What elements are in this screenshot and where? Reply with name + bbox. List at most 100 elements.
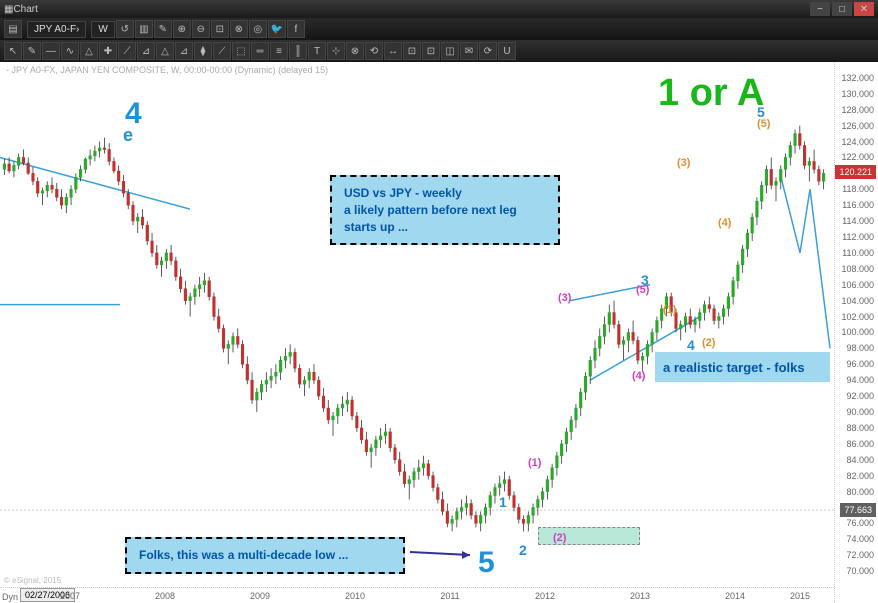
wedge2-tool[interactable]: ⊿: [175, 42, 193, 60]
wave-orange-1: (1): [663, 304, 676, 316]
wave-minor-4: 4: [687, 337, 695, 353]
delete-tool[interactable]: ⊗: [346, 42, 364, 60]
ytick: 116.000: [842, 200, 874, 210]
mail-tool[interactable]: ✉: [460, 42, 478, 60]
wedge-tool[interactable]: ⊿: [137, 42, 155, 60]
vline-tool[interactable]: ║: [289, 42, 307, 60]
ytick: 92.000: [846, 391, 874, 401]
ytick: 94.000: [846, 375, 874, 385]
price-axis[interactable]: 70.00072.00074.00076.00078.00080.00082.0…: [834, 62, 878, 603]
copyright-label: © eSignal, 2015: [4, 576, 61, 585]
wave-pink-3: (3): [558, 292, 571, 304]
ytick: 70.000: [846, 566, 874, 576]
diamond-tool[interactable]: ⧫: [194, 42, 212, 60]
marker-tool[interactable]: ⊹: [327, 42, 345, 60]
big-wave-title: 1 or A: [658, 72, 764, 115]
crosshair-icon[interactable]: ⊗: [230, 20, 248, 38]
ytick: 112.000: [842, 232, 874, 242]
window-titlebar: ▦ Chart − □ ✕: [0, 0, 878, 18]
ytick: 110.000: [842, 248, 874, 258]
wave-tool[interactable]: ∿: [61, 42, 79, 60]
grid-icon[interactable]: ▥: [135, 20, 153, 38]
cursor-tool[interactable]: ↖: [4, 42, 22, 60]
pen-tool[interactable]: ✎: [23, 42, 41, 60]
fit-icon[interactable]: ⊡: [211, 20, 229, 38]
current-price-tag: 120.221: [835, 165, 876, 179]
symbol-input[interactable]: JPY A0-F›: [27, 21, 86, 38]
ytick: 100.000: [841, 327, 874, 337]
refresh-tool[interactable]: ⟳: [479, 42, 497, 60]
channel-tool[interactable]: ⟋: [213, 42, 231, 60]
xtick-year: 2015: [790, 591, 810, 601]
ytick: 96.000: [846, 359, 874, 369]
xtick-year: 2013: [630, 591, 650, 601]
zoomin-icon[interactable]: ⊕: [173, 20, 191, 38]
ytick: 104.000: [841, 296, 874, 306]
wave-e-label: e: [123, 125, 133, 146]
ytick: 76.000: [846, 518, 874, 528]
wave-orange-5: (5): [757, 118, 770, 130]
target-text: a realistic target - folks: [663, 360, 805, 375]
layout-icon[interactable]: ▤: [4, 20, 22, 38]
ytick: 72.000: [846, 550, 874, 560]
box-tool[interactable]: ⊡: [403, 42, 421, 60]
panel-tool[interactable]: ◫: [441, 42, 459, 60]
twitter-icon[interactable]: 🐦: [268, 20, 286, 38]
commentary-box-2: Folks, this was a multi-decade low ...: [125, 537, 405, 574]
ytick: 90.000: [846, 407, 874, 417]
chart-area[interactable]: - JPY A0-FX, JAPAN YEN COMPOSITE, W, 00:…: [0, 62, 878, 603]
move-tool[interactable]: ↔: [384, 42, 402, 60]
wave-minor-1: 1: [499, 494, 507, 510]
zoomout-icon[interactable]: ⊖: [192, 20, 210, 38]
ytick: 82.000: [846, 471, 874, 481]
xtick-year: 2014: [725, 591, 745, 601]
wave-orange-4: (4): [718, 217, 731, 229]
ytick: 124.000: [841, 137, 874, 147]
ytick: 88.000: [846, 423, 874, 433]
wave-orange-3: (3): [677, 157, 690, 169]
facebook-icon[interactable]: f: [287, 20, 305, 38]
triangle-tool[interactable]: △: [80, 42, 98, 60]
time-axis[interactable]: Dyn 02/27/2006 2007200820092010201120122…: [0, 587, 834, 603]
wave-orange-2: (2): [702, 337, 715, 349]
triangle2-tool[interactable]: △: [156, 42, 174, 60]
hline-tool[interactable]: ═: [251, 42, 269, 60]
ytick: 86.000: [846, 439, 874, 449]
wave-pink-5: (5): [636, 284, 649, 296]
line-tool[interactable]: —: [42, 42, 60, 60]
reload-icon[interactable]: ↺: [116, 20, 134, 38]
wave-5-label: 5: [478, 546, 495, 580]
magnet-tool[interactable]: U: [498, 42, 516, 60]
xtick-year: 2007: [60, 591, 80, 601]
ytick: 102.000: [841, 312, 874, 322]
trend-tool[interactable]: ⟋: [118, 42, 136, 60]
target-box: a realistic target - folks: [655, 352, 830, 382]
maximize-button[interactable]: □: [832, 2, 852, 16]
wave-minor-2: 2: [519, 542, 527, 558]
ytick: 114.000: [842, 216, 874, 226]
main-toolbar: ▤ JPY A0-F› W ↺ ▥ ✎ ⊕ ⊖ ⊡ ⊗ ◎ 🐦 f: [0, 18, 878, 40]
ytick: 98.000: [846, 343, 874, 353]
ytick: 118.000: [842, 184, 874, 194]
commentary-line3: starts up ...: [344, 219, 546, 236]
rect-tool[interactable]: ⬚: [232, 42, 250, 60]
plus-tool[interactable]: ✚: [99, 42, 117, 60]
box2-tool[interactable]: ⊡: [422, 42, 440, 60]
commentary-line1: USD vs JPY - weekly: [344, 185, 546, 202]
edit-icon[interactable]: ✎: [154, 20, 172, 38]
interval-select[interactable]: W: [91, 21, 114, 38]
xtick-year: 2011: [440, 591, 459, 601]
ytick: 130.000: [841, 89, 874, 99]
close-button[interactable]: ✕: [854, 2, 874, 16]
ytick: 128.000: [841, 105, 874, 115]
hlines-tool[interactable]: ≡: [270, 42, 288, 60]
wave-pink-4: (4): [632, 370, 645, 382]
ytick: 106.000: [841, 280, 874, 290]
rotate-tool[interactable]: ⟲: [365, 42, 383, 60]
text-tool[interactable]: T: [308, 42, 326, 60]
minimize-button[interactable]: −: [810, 2, 830, 16]
ytick: 80.000: [846, 487, 874, 497]
commentary-box-1: USD vs JPY - weekly a likely pattern bef…: [330, 175, 560, 245]
target-icon[interactable]: ◎: [249, 20, 267, 38]
chart-icon: ▦: [4, 4, 13, 15]
